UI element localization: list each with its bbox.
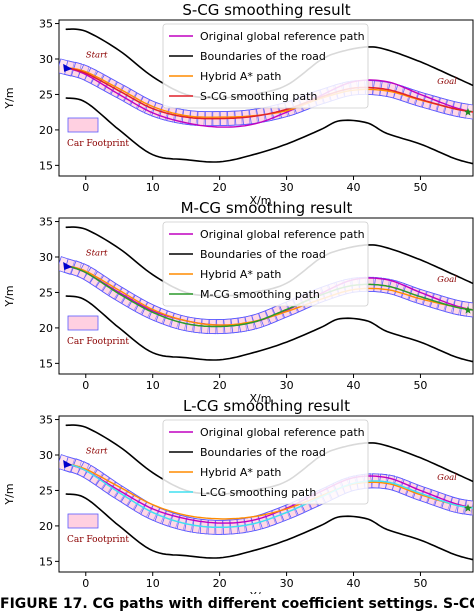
legend-entry-2: Boundaries of the road xyxy=(200,446,326,459)
plot-area xyxy=(59,424,473,561)
legend: Original global reference path Boundaries… xyxy=(162,221,369,307)
x-tick-label: 0 xyxy=(82,181,89,194)
legend-entry-2: Boundaries of the road xyxy=(200,248,326,261)
y-axis-label: Y/m xyxy=(3,285,16,307)
legend-entry-1: Original global reference path xyxy=(200,426,365,439)
start-label: Start xyxy=(86,249,108,259)
start-label: Start xyxy=(86,51,108,61)
plot-frame xyxy=(58,19,474,177)
footprint-legend-label: Car Footprint xyxy=(67,337,129,347)
y-axis-label: Y/m xyxy=(3,87,16,109)
series-smoothing-path xyxy=(65,264,473,328)
chart-title: S-CG smoothing result xyxy=(182,1,350,19)
legend-entry-4: M-CG smoothing path xyxy=(200,288,320,301)
footprint-legend-swatch xyxy=(67,315,99,331)
chart-title: M-CG smoothing result xyxy=(181,199,353,217)
y-tick-label: 25 xyxy=(39,484,53,497)
x-tick-label: 0 xyxy=(82,577,89,590)
y-tick-label: 30 xyxy=(39,449,53,462)
x-tick-label: 50 xyxy=(413,379,427,392)
y-tick-label: 35 xyxy=(39,216,53,229)
x-tick-label: 50 xyxy=(413,181,427,194)
y-tick-label: 35 xyxy=(39,414,53,427)
x-tick-label: 30 xyxy=(280,577,294,590)
footprint-legend-label: Car Footprint xyxy=(67,139,129,149)
legend-box xyxy=(162,23,369,109)
x-tick-label: 30 xyxy=(280,379,294,392)
footprint-legend-swatch xyxy=(67,117,99,133)
goal-label: Goal xyxy=(437,473,457,483)
y-tick-label: 15 xyxy=(39,357,53,370)
y-tick-label: 30 xyxy=(39,53,53,66)
plot-frame xyxy=(58,217,474,375)
x-axis-label: X/m xyxy=(250,194,272,207)
chart-panel-3: L-CG smoothing result Start Goal Car Footpr… xyxy=(3,397,474,594)
x-tick-label: 40 xyxy=(347,181,361,194)
legend-entry-3: Hybrid A* path xyxy=(200,70,281,83)
road-boundary-lower xyxy=(65,295,473,363)
y-tick-label: 15 xyxy=(39,159,53,172)
series-smoothing-path xyxy=(65,66,473,120)
y-axis-label: Y/m xyxy=(3,483,16,505)
x-axis-label: X/m xyxy=(250,392,272,405)
x-tick-label: 30 xyxy=(280,181,294,194)
series-reference-path xyxy=(65,66,473,128)
x-tick-label: 20 xyxy=(213,181,227,194)
x-tick-label: 0 xyxy=(82,379,89,392)
series-hybrid-astar-path xyxy=(65,462,473,520)
y-tick-label: 20 xyxy=(39,520,53,533)
footprint-legend-swatch xyxy=(67,513,99,529)
start-marker xyxy=(63,459,73,468)
chart-title: L-CG smoothing result xyxy=(183,397,350,415)
y-tick-label: 20 xyxy=(39,124,53,137)
y-tick-label: 15 xyxy=(39,555,53,568)
legend-entry-3: Hybrid A* path xyxy=(200,268,281,281)
x-tick-label: 20 xyxy=(213,577,227,590)
legend-entry-1: Original global reference path xyxy=(200,30,365,43)
chart-panel-2: M-CG smoothing result Start Goal Car Footpr… xyxy=(3,199,474,405)
figure-caption: FIGURE 17. CG paths with different coeff… xyxy=(0,596,474,612)
legend-entry-2: Boundaries of the road xyxy=(200,50,326,63)
x-tick-label: 50 xyxy=(413,577,427,590)
x-tick-label: 20 xyxy=(213,379,227,392)
legend: Original global reference path Boundaries… xyxy=(162,419,369,505)
legend-entry-4: S-CG smoothing path xyxy=(200,90,317,103)
y-tick-label: 30 xyxy=(39,251,53,264)
goal-marker xyxy=(464,108,472,116)
road-boundary-lower xyxy=(65,493,473,561)
footprint-legend-label: Car Footprint xyxy=(67,535,129,545)
x-tick-label: 10 xyxy=(146,577,160,590)
x-tick-label: 40 xyxy=(347,577,361,590)
legend-box xyxy=(162,419,369,505)
road-boundary-lower xyxy=(65,97,473,165)
x-tick-label: 10 xyxy=(146,181,160,194)
goal-label: Goal xyxy=(437,275,457,285)
goal-marker xyxy=(464,504,472,512)
y-tick-label: 25 xyxy=(39,286,53,299)
x-tick-label: 10 xyxy=(146,379,160,392)
legend-box xyxy=(162,221,369,307)
y-tick-label: 25 xyxy=(39,88,53,101)
series-smoothing-path xyxy=(65,462,473,529)
legend-entry-3: Hybrid A* path xyxy=(200,466,281,479)
x-tick-label: 40 xyxy=(347,379,361,392)
goal-label: Goal xyxy=(437,77,457,87)
legend: Original global reference path Boundaries… xyxy=(162,23,369,109)
figure-canvas: S-CG smoothing result Start Goal Car Footpr… xyxy=(3,1,474,594)
start-label: Start xyxy=(86,447,108,457)
y-tick-label: 20 xyxy=(39,322,53,335)
x-axis-label: X/m xyxy=(250,590,272,594)
legend-entry-1: Original global reference path xyxy=(200,228,365,241)
legend-entry-4: L-CG smoothing path xyxy=(200,486,316,499)
start-marker xyxy=(63,261,73,270)
plot-frame xyxy=(58,415,474,573)
series-reference-path xyxy=(65,462,473,524)
y-tick-label: 35 xyxy=(39,18,53,31)
start-marker xyxy=(63,63,73,72)
goal-marker xyxy=(464,306,472,314)
chart-panel-1: S-CG smoothing result Start Goal Car Footpr… xyxy=(3,1,474,207)
